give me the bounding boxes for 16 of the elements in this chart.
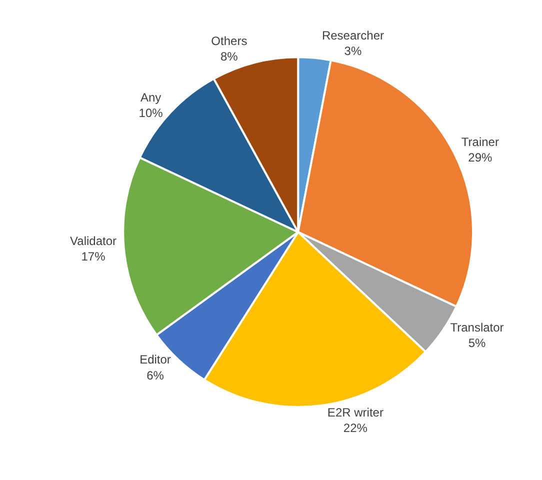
data-label: 5%	[468, 336, 486, 350]
slice-label: Others	[211, 34, 248, 48]
slice-label: Any	[140, 90, 162, 105]
data-label: 10%	[138, 106, 164, 120]
data-label: 6%	[146, 368, 164, 382]
slice-label: Translator	[450, 320, 504, 334]
data-label: 17%	[81, 249, 106, 264]
data-label: 29%	[468, 150, 493, 164]
slice-label: E2R writer	[327, 405, 384, 420]
slice-label: Editor	[140, 352, 171, 367]
slice-label: Researcher	[322, 28, 384, 42]
data-label: 22%	[343, 421, 368, 436]
slice-label: Validator	[70, 234, 117, 248]
slice-label: Trainer	[461, 134, 499, 149]
data-label: 8%	[220, 50, 238, 64]
data-label: 3%	[344, 44, 362, 58]
